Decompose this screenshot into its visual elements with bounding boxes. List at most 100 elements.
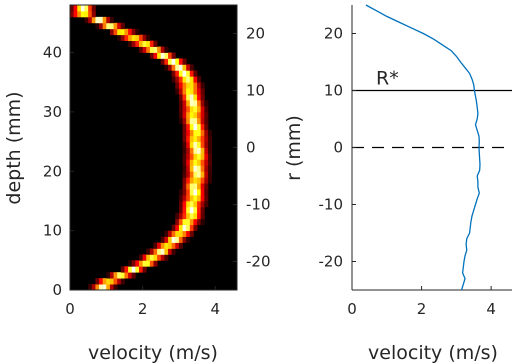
heatmap-cell — [186, 224, 191, 232]
heatmap-cell — [197, 117, 202, 125]
x-tick-label: 2 — [417, 300, 427, 318]
heatmap-cell — [200, 135, 205, 142]
heatmap-cell — [193, 123, 198, 131]
heatmap-cell — [204, 105, 209, 113]
heatmap-cell — [186, 141, 191, 148]
heatmap-cell — [138, 40, 144, 47]
heatmap-cell — [193, 195, 198, 202]
heatmap-y-ticks: 0 10 20 30 40 — [43, 44, 74, 299]
heatmap-cell — [142, 260, 147, 267]
heatmap-cell — [91, 5, 96, 12]
heatmap-cell — [109, 28, 114, 36]
profile-x-ticks: 0 2 4 — [347, 286, 496, 318]
heatmap-cell — [193, 165, 198, 172]
heatmap-cell — [178, 200, 183, 208]
heatmap-cell — [164, 58, 169, 65]
heatmap-cell — [189, 212, 194, 220]
heatmap-cell — [197, 206, 202, 214]
heatmap-cell — [182, 165, 187, 172]
heatmap-cell — [197, 183, 202, 190]
heatmap-cell — [200, 177, 205, 184]
heatmap-cell — [182, 147, 187, 154]
y-tick-label: 30 — [43, 103, 62, 121]
heatmap-cell — [178, 88, 183, 95]
heatmap-cell — [102, 22, 107, 30]
heatmap-cell — [189, 141, 194, 148]
heatmap-cell — [146, 254, 151, 261]
heatmap-cell — [106, 272, 111, 279]
y-tick-label: 20 — [324, 25, 343, 43]
heatmap-cell — [88, 10, 93, 18]
heatmap-cell — [99, 284, 104, 291]
heatmap-cell — [80, 10, 85, 18]
heatmap-cell — [106, 278, 111, 285]
heatmap-cell — [186, 76, 191, 83]
heatmap-cell — [171, 248, 176, 255]
heatmap-cell — [200, 123, 205, 131]
heatmap-cell — [175, 58, 180, 65]
heatmap-cell — [91, 284, 96, 291]
heatmap-cell — [186, 111, 191, 119]
heatmap-cell — [178, 94, 183, 101]
heatmap-cell — [168, 58, 173, 65]
heatmap-cell — [168, 236, 173, 243]
heatmap-cell — [149, 40, 154, 47]
heatmap-cell — [131, 28, 136, 36]
heatmap-cell — [153, 242, 158, 249]
heatmap-cell — [186, 100, 191, 107]
heatmap-cell — [200, 88, 205, 95]
heatmap-x-ticks: 0 2 4 — [65, 286, 220, 318]
heatmap-cell — [204, 165, 209, 172]
heatmap-cell — [142, 254, 147, 261]
heatmap-cell — [189, 183, 194, 190]
x-tick-label: 4 — [210, 300, 220, 318]
heatmap-cell — [178, 212, 183, 220]
heatmap-cell — [138, 34, 144, 42]
heatmap-cell — [197, 135, 202, 142]
heatmap-cell — [197, 189, 202, 196]
heatmap-cell — [146, 260, 151, 267]
heatmap-cell — [193, 70, 198, 77]
heatmap-cell — [124, 34, 129, 42]
heatmap-cell — [189, 111, 194, 119]
heatmap-cell — [207, 165, 212, 172]
heatmap-cell — [138, 254, 144, 261]
heatmap-cell — [200, 117, 205, 125]
heatmap-cell — [88, 5, 93, 12]
heatmap-cell — [178, 242, 183, 249]
heatmap-cell — [193, 159, 198, 166]
heatmap-cell — [128, 28, 133, 36]
x-tick-label: 4 — [486, 300, 496, 318]
heatmap-cell — [113, 272, 118, 279]
heatmap-cell — [189, 123, 194, 131]
heatmap-cell — [164, 230, 169, 237]
heatmap-cell — [70, 5, 75, 12]
heatmap-cell — [178, 70, 183, 77]
heatmap-cell — [175, 224, 180, 232]
heatmap-cell — [197, 147, 202, 154]
heatmap-cell — [117, 34, 122, 42]
heatmap-cell — [164, 248, 169, 255]
heatmap-cell — [73, 5, 78, 12]
heatmap-cell — [175, 230, 180, 237]
heatmap-cell — [197, 105, 202, 113]
heatmap-cell — [175, 64, 180, 71]
heatmap-cell — [178, 58, 183, 65]
heatmap-cell — [84, 10, 89, 18]
right-tick-label: -10 — [246, 196, 271, 214]
heatmap-cell — [200, 195, 205, 202]
heatmap-cell — [95, 284, 100, 291]
heatmap-cell — [182, 183, 187, 190]
heatmap-cell — [178, 195, 183, 202]
heatmap-cell — [160, 58, 165, 65]
heatmap-cell — [204, 200, 209, 208]
heatmap-cell — [178, 230, 183, 237]
heatmap-cell — [200, 94, 205, 101]
heatmap-cell — [197, 94, 202, 101]
heatmap-cell — [186, 212, 191, 220]
heatmap-cell — [131, 40, 136, 47]
heatmap-cell — [204, 129, 209, 137]
heatmap-cell — [204, 183, 209, 190]
heatmap-cell — [197, 195, 202, 202]
heatmap-cell — [204, 141, 209, 148]
